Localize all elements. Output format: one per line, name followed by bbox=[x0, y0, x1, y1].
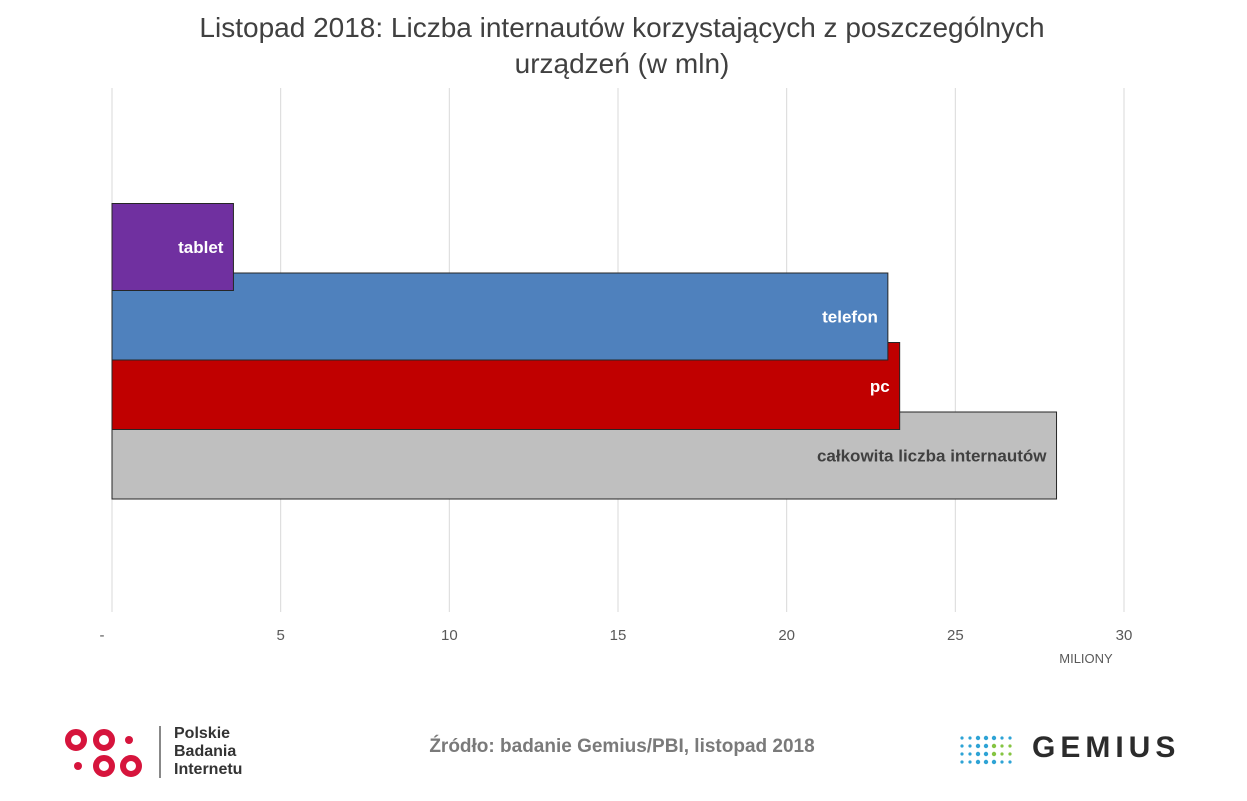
x-tick-label: 15 bbox=[610, 627, 627, 644]
x-axis-ticks: - 5 10 15 20 25 30 bbox=[100, 627, 1133, 644]
bar bbox=[111, 272, 889, 361]
bars: tablet telefon pc całkowita liczba internau… bbox=[111, 203, 1058, 500]
gemius-logo-dot bbox=[983, 759, 989, 765]
x-tick-label: 20 bbox=[778, 627, 795, 644]
gemius-logo-dot bbox=[1008, 736, 1012, 740]
gemius-logo-dot bbox=[1008, 744, 1012, 748]
x-tick-label: 10 bbox=[441, 627, 458, 644]
x-tick-label: - bbox=[100, 627, 105, 644]
source-note: Źródło: badanie Gemius/PBI, listopad 201… bbox=[429, 736, 815, 757]
gemius-logo-dot bbox=[1008, 760, 1012, 764]
chart-title-line-1: Listopad 2018: Liczba internautów korzys… bbox=[199, 12, 1045, 43]
x-tick-label: 5 bbox=[276, 627, 284, 644]
bar-chart: tablet telefon pc całkowita liczba internau… bbox=[100, 88, 1133, 666]
gemius-logo-dot bbox=[960, 760, 964, 764]
bar bbox=[111, 203, 234, 291]
x-tick-label: 25 bbox=[947, 627, 964, 644]
gemius-logo-dot bbox=[968, 744, 972, 748]
chart-title: Listopad 2018: Liczba internautów korzys… bbox=[120, 10, 1124, 82]
pbi-logo-dot bbox=[125, 736, 133, 744]
gemius-logo-dot bbox=[960, 752, 964, 756]
gemius-logo-dot bbox=[991, 751, 997, 757]
pbi-logo-ring bbox=[93, 755, 115, 777]
bar-label: całkowita liczba internautów bbox=[817, 447, 1047, 466]
x-tick-label: 30 bbox=[1116, 627, 1133, 644]
gemius-logo-dot bbox=[991, 759, 997, 765]
pbi-logo-text: Polskie Badania Internetu bbox=[174, 725, 242, 779]
pbi-logo-ring bbox=[65, 729, 87, 751]
gemius-logo-dot bbox=[968, 760, 972, 764]
pbi-logo-line: Polskie bbox=[174, 725, 231, 742]
gemius-logo-dot bbox=[983, 743, 989, 749]
gemius-logo-dot bbox=[983, 735, 989, 741]
x-axis-label: MILIONY bbox=[1059, 651, 1113, 666]
gemius-logo-dot bbox=[975, 735, 981, 741]
pbi-logo-divider bbox=[159, 726, 161, 778]
gemius-logo-dot bbox=[960, 736, 964, 740]
gemius-logo-dot bbox=[983, 751, 989, 757]
chart-title-line-2: urządzeń (w mln) bbox=[514, 48, 730, 79]
gemius-logo-dot bbox=[991, 735, 997, 741]
gemius-logo-dot bbox=[968, 752, 972, 756]
bar-label: telefon bbox=[822, 308, 878, 327]
pbi-logo-ring bbox=[93, 729, 115, 751]
gemius-logo bbox=[960, 735, 1012, 765]
gemius-logo-dot bbox=[975, 751, 981, 757]
gemius-logo-dot bbox=[1000, 760, 1004, 764]
gemius-logo-dot bbox=[968, 736, 972, 740]
gemius-logo-dot bbox=[975, 759, 981, 765]
gemius-logo-text: GEMIUS bbox=[1032, 731, 1181, 764]
gemius-logo-dot bbox=[1000, 752, 1004, 756]
pbi-logo-ring bbox=[120, 755, 142, 777]
pbi-logo-line: Badania bbox=[174, 743, 237, 760]
gemius-logo-dot bbox=[975, 743, 981, 749]
bar-label: tablet bbox=[178, 238, 224, 257]
pbi-logo-dot bbox=[74, 762, 82, 770]
pbi-logo bbox=[65, 726, 161, 778]
gemius-logo-dot bbox=[1008, 752, 1012, 756]
bar-label: pc bbox=[870, 377, 890, 396]
gemius-logo-dot bbox=[1000, 744, 1004, 748]
gemius-logo-dot bbox=[991, 743, 997, 749]
gemius-logo-dot bbox=[1000, 736, 1004, 740]
pbi-logo-line: Internetu bbox=[174, 761, 243, 778]
gemius-logo-dot bbox=[960, 744, 964, 748]
